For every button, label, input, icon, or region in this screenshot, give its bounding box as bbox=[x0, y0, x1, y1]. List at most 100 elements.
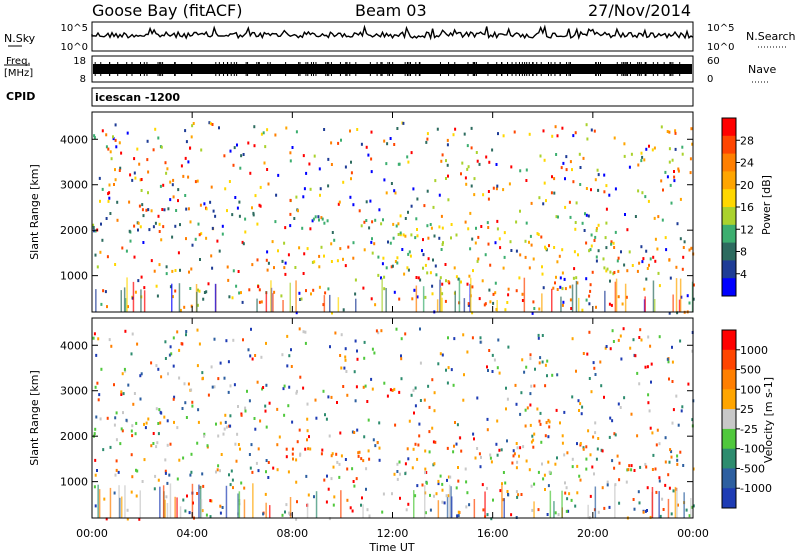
echo-cell bbox=[594, 431, 597, 435]
echo-cell bbox=[246, 389, 248, 393]
echo-cell bbox=[267, 461, 270, 464]
echo-cell bbox=[175, 209, 178, 212]
echo-cell bbox=[339, 431, 342, 435]
echo-cell bbox=[208, 121, 211, 125]
echo-cell bbox=[310, 292, 312, 296]
echo-cell bbox=[356, 349, 358, 353]
echo-cell bbox=[353, 431, 356, 434]
echo-cell bbox=[630, 412, 633, 416]
echo-cell bbox=[423, 398, 426, 402]
echo-cell bbox=[120, 151, 123, 155]
echo-cell bbox=[564, 491, 567, 495]
echo-cell bbox=[407, 502, 410, 506]
echo-cell bbox=[512, 454, 515, 458]
echo-cell bbox=[383, 381, 386, 385]
echo-cell bbox=[92, 226, 95, 229]
echo-cell bbox=[681, 145, 684, 149]
echo-cell bbox=[446, 381, 449, 385]
echo-cell bbox=[170, 352, 173, 356]
echo-cell bbox=[121, 372, 124, 376]
echo-cell bbox=[621, 302, 624, 306]
ground-streak bbox=[549, 490, 552, 518]
ground-streak bbox=[571, 284, 574, 312]
echo-cell bbox=[187, 207, 190, 211]
echo-cell bbox=[188, 511, 191, 515]
echo-cell bbox=[342, 385, 345, 388]
echo-cell bbox=[318, 218, 320, 222]
colorbar-segment bbox=[722, 389, 736, 410]
echo-cell bbox=[120, 427, 123, 431]
echo-cell bbox=[197, 288, 199, 292]
echo-cell bbox=[120, 393, 123, 396]
echo-cell bbox=[546, 359, 549, 363]
echo-cell bbox=[143, 422, 145, 426]
echo-cell bbox=[437, 482, 440, 486]
echo-cell bbox=[569, 215, 572, 219]
echo-cell bbox=[585, 213, 588, 217]
echo-cell bbox=[248, 288, 251, 292]
echo-cell bbox=[302, 330, 305, 334]
echo-cell bbox=[134, 290, 137, 294]
echo-cell bbox=[180, 342, 183, 346]
echo-cell bbox=[397, 222, 400, 226]
echo-cell bbox=[165, 171, 168, 175]
echo-cell bbox=[492, 301, 495, 305]
echo-cell bbox=[367, 418, 370, 422]
echo-cell bbox=[363, 340, 366, 344]
echo-cell bbox=[363, 248, 366, 252]
echo-cell bbox=[664, 436, 667, 440]
echo-cell bbox=[676, 458, 679, 462]
echo-cell bbox=[403, 272, 406, 276]
echo-cell bbox=[184, 401, 187, 405]
echo-cell bbox=[661, 218, 664, 222]
echo-cell bbox=[569, 160, 572, 164]
echo-cell bbox=[555, 275, 557, 279]
power-panel-data bbox=[92, 121, 695, 315]
echo-cell bbox=[172, 195, 175, 199]
echo-cell bbox=[547, 435, 550, 439]
echo-cell bbox=[231, 478, 234, 482]
echo-cell bbox=[184, 509, 187, 513]
echo-cell bbox=[163, 415, 166, 419]
echo-cell bbox=[429, 223, 432, 226]
echo-cell bbox=[536, 232, 539, 236]
echo-cell bbox=[382, 492, 385, 496]
echo-cell bbox=[185, 207, 188, 211]
echo-cell bbox=[471, 285, 474, 289]
echo-cell bbox=[140, 372, 143, 376]
echo-cell bbox=[521, 292, 524, 296]
echo-cell bbox=[92, 229, 95, 233]
echo-cell bbox=[625, 480, 628, 484]
ground-streak bbox=[315, 491, 318, 518]
echo-cell bbox=[142, 214, 145, 218]
echo-cell bbox=[437, 479, 440, 483]
ground-streak bbox=[441, 297, 443, 313]
echo-cell bbox=[690, 505, 693, 509]
echo-cell bbox=[412, 447, 415, 451]
echo-cell bbox=[202, 484, 205, 488]
echo-cell bbox=[244, 230, 247, 234]
echo-cell bbox=[307, 493, 310, 497]
echo-cell bbox=[185, 416, 188, 419]
echo-cell bbox=[354, 292, 357, 296]
echo-cell bbox=[325, 417, 328, 421]
echo-cell bbox=[618, 478, 621, 482]
echo-cell bbox=[676, 462, 679, 466]
echo-cell bbox=[202, 297, 205, 301]
echo-cell bbox=[542, 477, 545, 481]
colorbar-segment bbox=[722, 135, 736, 155]
echo-cell bbox=[579, 442, 582, 445]
echo-cell bbox=[473, 177, 476, 181]
echo-cell bbox=[542, 202, 545, 206]
echo-cell bbox=[285, 455, 288, 459]
echo-cell bbox=[581, 221, 584, 225]
echo-cell bbox=[416, 228, 418, 231]
echo-cell bbox=[147, 417, 150, 421]
echo-cell bbox=[640, 245, 643, 249]
echo-cell bbox=[241, 240, 244, 244]
echo-cell bbox=[481, 279, 484, 283]
echo-cell bbox=[164, 458, 167, 462]
echo-cell bbox=[211, 385, 214, 389]
echo-cell bbox=[455, 233, 458, 237]
ground-streak bbox=[143, 290, 146, 313]
